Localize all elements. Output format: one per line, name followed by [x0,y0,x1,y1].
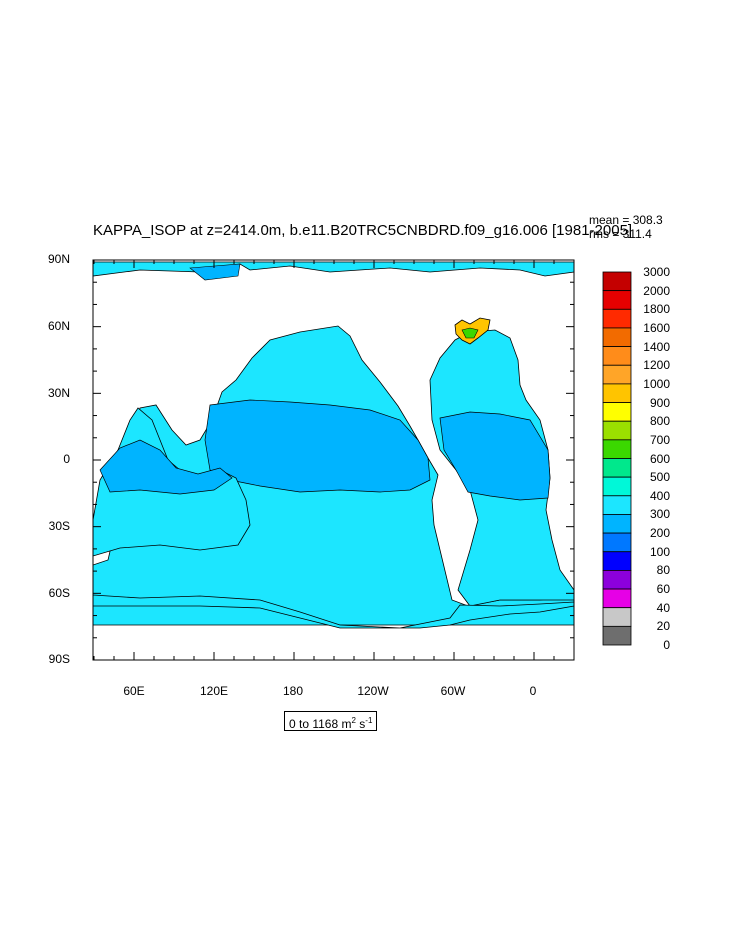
colorbar-level-label: 900 [649,395,670,410]
units-range: 0 to 1168 m [289,717,352,731]
lon-label-180: 180 [282,684,304,698]
colorbar-swatch [602,625,632,646]
colorbar-level-label: 20 [656,619,670,634]
lat-label-0: 0 [63,452,70,466]
colorbar-level-label: 700 [649,432,670,447]
colorbar-level-label: 200 [649,526,670,541]
colorbar-level-label: 2000 [643,283,670,298]
lat-label-60n: 60N [47,319,70,333]
units-s: s [355,717,366,731]
lon-label-120e: 120E [199,684,229,698]
colorbar [602,271,632,646]
lat-label-30s: 30S [48,519,70,533]
axis-ticks [93,259,575,661]
lon-label-0: 0 [529,684,537,698]
colorbar-level-label: 1600 [643,320,670,335]
arctic-patch-1 [189,263,241,281]
colorbar-level-label: 500 [649,470,670,485]
lat-label-30n: 30N [47,386,70,400]
mean-stat: mean = 308.3 [589,213,663,227]
colorbar-level-label: 600 [649,451,670,466]
colorbar-level-label: 1200 [643,358,670,373]
colorbar-level-label: 800 [649,414,670,429]
colorbar-level-label: 1400 [643,339,670,354]
colorbar-level-label: 100 [649,544,670,559]
colorbar-level-label: 300 [649,507,670,522]
lon-label-120w: 120W [357,684,389,698]
colorbar-level-label: 60 [656,582,670,597]
lat-label-60s: 60S [48,586,70,600]
ocean-layer [92,261,575,629]
tropical-atlantic-band [439,411,551,501]
tropical-indian-band [99,439,233,495]
lon-label-60e: 60E [123,684,145,698]
colorbar-level-label: 80 [656,563,670,578]
colorbar-level-label: 1800 [643,302,670,317]
lat-label-90n: 90N [47,252,70,266]
rms-stat: rms = 311.4 [589,227,652,241]
units-exp-1: 2 [351,716,356,725]
units-exp-2: -1 [365,716,373,725]
colorbar-level-label: 3000 [643,265,670,279]
lon-label-60w: 60W [440,684,466,698]
colorbar-level-label: 40 [656,600,670,615]
units-label: 0 to 1168 m2 s-1 [284,711,378,731]
colorbar-level-label: 0 [663,638,670,652]
colorbar-level-label: 400 [649,488,670,503]
high-value-feature-core [461,327,479,339]
lat-label-90s: 90S [48,652,70,666]
colorbar-level-label: 1000 [643,376,670,391]
plot-title: KAPPA_ISOP at z=2414.0m, b.e11.B20TRC5CN… [93,222,633,239]
